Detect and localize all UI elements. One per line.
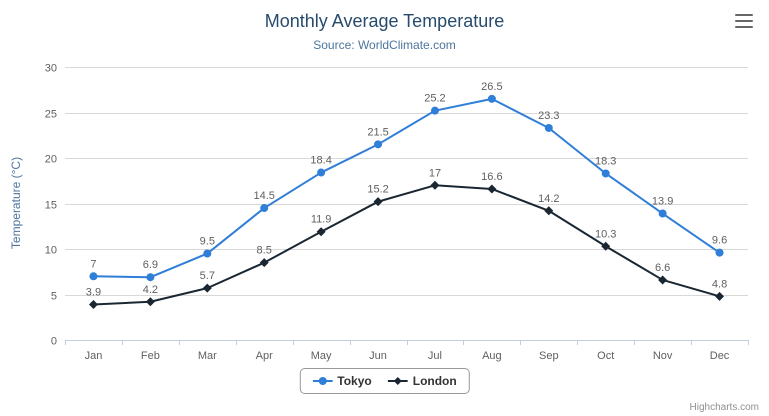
data-point-marker-tokyo[interactable] [658, 209, 667, 218]
legend-item-london[interactable]: London [387, 374, 457, 388]
data-label: 7 [90, 258, 96, 270]
data-point-marker-london[interactable] [145, 297, 155, 307]
series-line-london [92, 184, 721, 306]
data-label: 5.7 [200, 270, 215, 282]
data-label: 4.2 [143, 284, 158, 296]
chart-title: Monthly Average Temperature [264, 11, 505, 31]
data-point-marker-london[interactable] [430, 180, 440, 190]
series-line-tokyo [92, 97, 721, 279]
data-label: 8.5 [257, 245, 272, 257]
data-point-marker-tokyo[interactable] [146, 273, 155, 282]
data-label: 13.9 [652, 196, 673, 208]
legend-item-tokyo[interactable]: Tokyo [312, 374, 372, 388]
chart-subtitle: Source: WorldClimate.com [313, 38, 456, 52]
x-axis-tick-label: Mar [198, 350, 217, 362]
data-point-marker-london[interactable] [202, 283, 212, 293]
data-label: 25.2 [424, 93, 445, 105]
data-label: 6.6 [655, 262, 670, 274]
data-point-marker-london[interactable] [373, 197, 383, 207]
data-label: 18.3 [595, 155, 616, 167]
data-point-marker-tokyo[interactable] [374, 140, 383, 149]
y-axis-tick-label: 20 [45, 154, 57, 166]
data-label: 4.8 [712, 278, 727, 290]
data-label: 3.9 [86, 287, 101, 299]
data-point-marker-tokyo[interactable] [715, 248, 724, 257]
data-label: 23.3 [538, 110, 559, 122]
hamburger-menu-icon [735, 20, 753, 22]
y-axis-tick-label: 0 [51, 336, 57, 348]
x-axis-tick-label: Jan [85, 350, 103, 362]
data-label: 16.6 [481, 171, 502, 183]
x-axis-tick-label: Apr [256, 350, 273, 362]
data-point-marker-tokyo[interactable] [203, 249, 212, 258]
data-point-marker-tokyo[interactable] [601, 169, 610, 178]
data-point-marker-tokyo[interactable] [260, 204, 269, 213]
legend: Tokyo London [299, 368, 470, 394]
hamburger-menu-icon [735, 26, 753, 28]
data-point-marker-tokyo[interactable] [89, 272, 98, 281]
x-axis-tick-label: Jun [369, 350, 387, 362]
data-label: 18.4 [310, 155, 331, 167]
data-label: 14.5 [253, 190, 274, 202]
data-point-marker-london[interactable] [316, 227, 326, 237]
data-label: 9.6 [712, 235, 727, 247]
data-label: 6.9 [143, 259, 158, 271]
data-point-marker-london[interactable] [88, 300, 98, 310]
export-menu-button[interactable] [733, 12, 755, 30]
data-label: 21.5 [367, 126, 388, 138]
data-label: 9.5 [200, 236, 215, 248]
y-axis-tick-label: 30 [45, 63, 57, 75]
x-axis-tick-label: Feb [141, 350, 160, 362]
credits-link[interactable]: Highcharts.com [689, 402, 759, 413]
legend-item-label: Tokyo [337, 374, 372, 388]
data-label: 10.3 [595, 228, 616, 240]
data-point-marker-tokyo[interactable] [430, 106, 439, 115]
legend-item-label: London [412, 374, 457, 388]
x-axis-tick-label: May [311, 350, 332, 362]
x-axis-tick-label: Aug [482, 350, 502, 362]
data-point-marker-london[interactable] [544, 206, 554, 216]
data-point-marker-london[interactable] [259, 258, 269, 268]
circle-marker-icon [312, 377, 333, 385]
data-label: 15.2 [367, 184, 388, 196]
x-axis-tick-label: Sep [539, 350, 559, 362]
x-axis-tick-label: Dec [710, 350, 730, 362]
data-point-marker-london[interactable] [658, 275, 668, 285]
y-axis-tick-label: 15 [45, 200, 57, 212]
data-label: 17 [429, 167, 441, 179]
x-axis-tick-label: Jul [428, 350, 442, 362]
data-point-marker-tokyo[interactable] [487, 94, 496, 103]
data-point-marker-tokyo[interactable] [544, 123, 553, 132]
data-label: 14.2 [538, 193, 559, 205]
data-point-marker-london[interactable] [715, 291, 725, 301]
diamond-marker-icon [387, 377, 408, 385]
data-label: 11.9 [311, 214, 332, 226]
y-axis-tick-label: 25 [45, 109, 57, 121]
data-label: 26.5 [481, 81, 502, 93]
x-axis-tick-label: Oct [597, 350, 614, 362]
data-point-marker-london[interactable] [487, 184, 497, 194]
data-point-marker-tokyo[interactable] [317, 168, 326, 177]
y-axis-tick-label: 5 [51, 291, 57, 303]
x-axis-tick-label: Nov [653, 350, 673, 362]
data-point-marker-london[interactable] [601, 241, 611, 251]
hamburger-menu-icon [735, 14, 753, 16]
y-axis-tick-label: 10 [45, 245, 57, 257]
